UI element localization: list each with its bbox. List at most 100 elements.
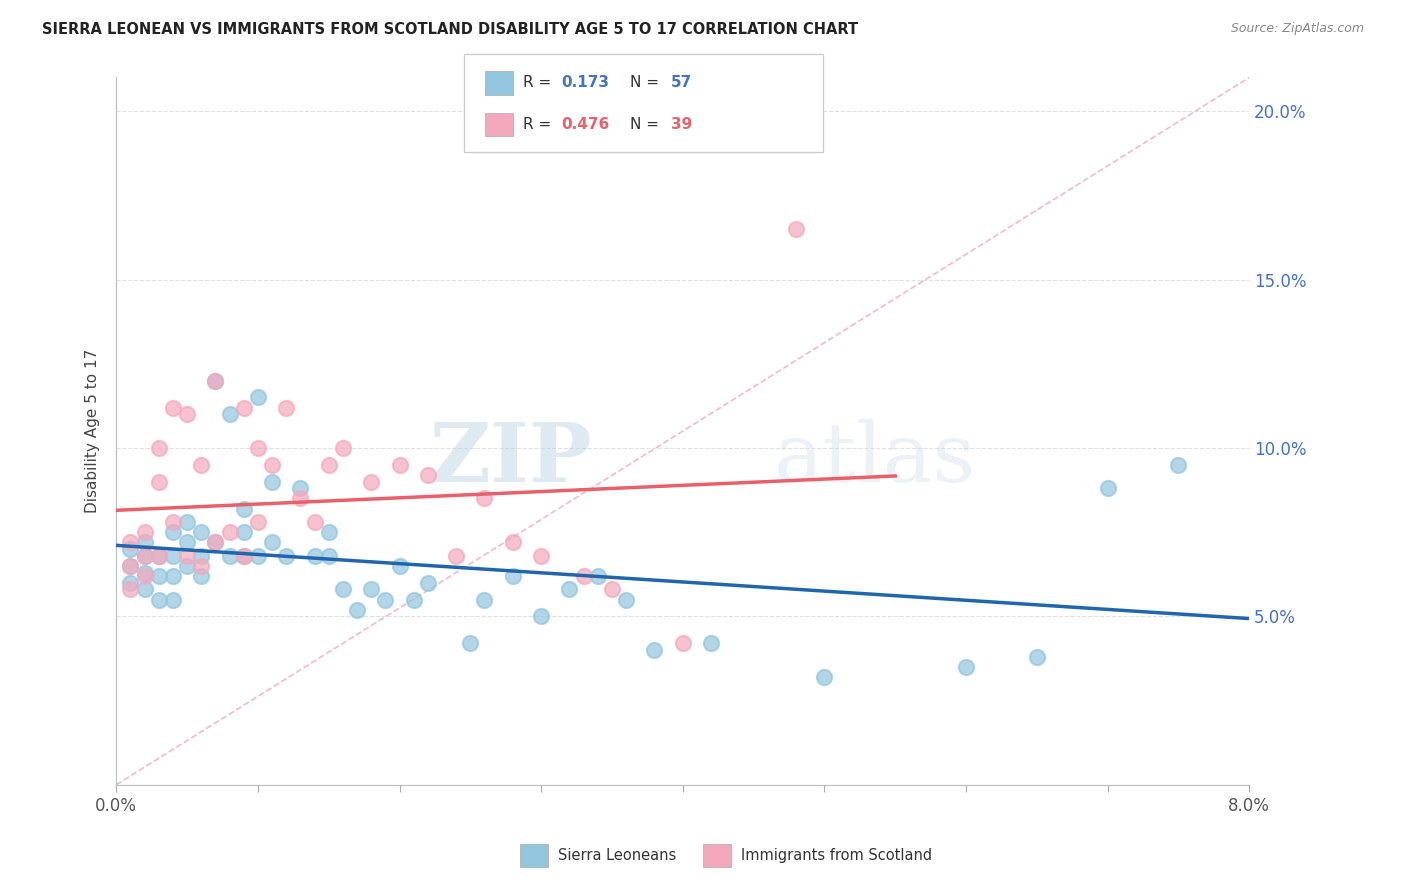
Point — [232, 525, 254, 540]
Point — [204, 535, 226, 549]
Point — [572, 569, 595, 583]
Point — [318, 549, 340, 563]
Point — [176, 535, 198, 549]
Point — [530, 549, 553, 563]
Point — [162, 549, 184, 563]
Point — [148, 475, 170, 489]
Point — [148, 549, 170, 563]
Point — [134, 535, 156, 549]
Point — [190, 458, 212, 472]
Point — [260, 458, 283, 472]
Point — [190, 558, 212, 573]
Text: 0.173: 0.173 — [561, 76, 609, 90]
Point — [502, 569, 524, 583]
Point — [600, 582, 623, 597]
Point — [218, 525, 240, 540]
Text: Source: ZipAtlas.com: Source: ZipAtlas.com — [1230, 22, 1364, 36]
Point — [176, 407, 198, 421]
Point — [176, 558, 198, 573]
Text: R =: R = — [523, 118, 557, 132]
Point — [346, 602, 368, 616]
Point — [134, 525, 156, 540]
Point — [176, 549, 198, 563]
Point — [304, 549, 326, 563]
Point — [120, 582, 142, 597]
Point — [190, 525, 212, 540]
Point — [643, 643, 665, 657]
Point — [134, 582, 156, 597]
Point — [134, 549, 156, 563]
Point — [190, 569, 212, 583]
Point — [204, 374, 226, 388]
Point — [813, 670, 835, 684]
Point — [204, 374, 226, 388]
Point — [360, 582, 382, 597]
Point — [218, 407, 240, 421]
Point — [558, 582, 581, 597]
Point — [232, 549, 254, 563]
Point — [1097, 481, 1119, 495]
Point — [444, 549, 467, 563]
Point — [148, 441, 170, 455]
Point — [120, 558, 142, 573]
Text: SIERRA LEONEAN VS IMMIGRANTS FROM SCOTLAND DISABILITY AGE 5 TO 17 CORRELATION CH: SIERRA LEONEAN VS IMMIGRANTS FROM SCOTLA… — [42, 22, 858, 37]
Point — [176, 515, 198, 529]
Point — [474, 491, 496, 506]
Point — [218, 549, 240, 563]
Point — [318, 525, 340, 540]
Point — [332, 582, 354, 597]
Text: 0.476: 0.476 — [561, 118, 609, 132]
Point — [785, 222, 807, 236]
Point — [134, 549, 156, 563]
Point — [614, 592, 637, 607]
Point — [120, 575, 142, 590]
Point — [162, 592, 184, 607]
Point — [318, 458, 340, 472]
Point — [502, 535, 524, 549]
Point — [232, 401, 254, 415]
Point — [276, 549, 298, 563]
Point — [1167, 458, 1189, 472]
Text: Sierra Leoneans: Sierra Leoneans — [558, 848, 676, 863]
Point — [162, 401, 184, 415]
Text: ZIP: ZIP — [429, 419, 592, 500]
Text: 39: 39 — [671, 118, 692, 132]
Point — [162, 515, 184, 529]
Point — [416, 575, 439, 590]
Point — [148, 569, 170, 583]
Point — [134, 569, 156, 583]
Text: N =: N = — [630, 118, 664, 132]
Point — [260, 535, 283, 549]
Point — [120, 535, 142, 549]
Point — [260, 475, 283, 489]
Point — [232, 549, 254, 563]
Point — [402, 592, 425, 607]
Point — [672, 636, 695, 650]
Point — [290, 481, 312, 495]
Point — [162, 525, 184, 540]
Text: R =: R = — [523, 76, 557, 90]
Point — [148, 592, 170, 607]
Point — [246, 391, 269, 405]
Point — [388, 558, 411, 573]
Point — [460, 636, 482, 650]
Point — [955, 660, 977, 674]
Point — [374, 592, 396, 607]
Point — [134, 566, 156, 580]
Point — [1025, 649, 1047, 664]
Point — [246, 549, 269, 563]
Point — [204, 535, 226, 549]
Point — [290, 491, 312, 506]
Point — [190, 549, 212, 563]
Point — [120, 558, 142, 573]
Point — [246, 515, 269, 529]
Point — [162, 569, 184, 583]
Point — [276, 401, 298, 415]
Point — [120, 541, 142, 556]
Point — [388, 458, 411, 472]
Point — [474, 592, 496, 607]
Text: Immigrants from Scotland: Immigrants from Scotland — [741, 848, 932, 863]
Text: atlas: atlas — [773, 419, 976, 500]
Point — [304, 515, 326, 529]
Point — [586, 569, 609, 583]
